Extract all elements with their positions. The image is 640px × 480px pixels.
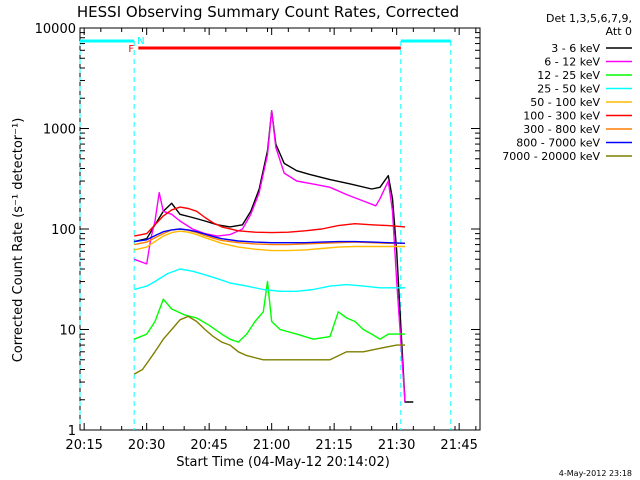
legend-label-3-6-kev: 3 - 6 keV bbox=[551, 42, 600, 55]
y-tick-label: 100 bbox=[51, 223, 76, 238]
legend-header-line: Det 1,3,5,6,7,9, bbox=[546, 12, 632, 25]
x-tick-label: 21:30 bbox=[378, 438, 415, 453]
legend-header-line: Att 0 bbox=[606, 25, 632, 38]
night-flag-label: N bbox=[137, 36, 144, 47]
x-tick-label: 20:30 bbox=[128, 438, 165, 453]
legend-label-6-12-kev: 6 - 12 keV bbox=[544, 56, 600, 69]
legend-label-800-7000-kev: 800 - 7000 keV bbox=[516, 137, 600, 150]
x-tick-label: 21:15 bbox=[315, 438, 352, 453]
legend-label-25-50-kev: 25 - 50 keV bbox=[537, 83, 600, 96]
series-line-800-7000-kev bbox=[134, 228, 406, 244]
flag-layer: NF bbox=[79, 36, 452, 430]
x-tick-label: 21:45 bbox=[440, 438, 477, 453]
y-tick-label: 1 bbox=[68, 424, 76, 439]
y-axis-label: Corrected Count Rate (s⁻¹ detector⁻¹) bbox=[11, 118, 26, 363]
series-line-100-300-kev bbox=[134, 206, 406, 237]
series-line-50-100-kev bbox=[134, 230, 405, 252]
chart-title: HESSI Observing Summary Count Rates, Cor… bbox=[77, 3, 459, 21]
y-tick-label: 10000 bbox=[35, 22, 76, 37]
legend-label-12-25-kev: 12 - 25 keV bbox=[537, 69, 600, 82]
x-axis-label: Start Time (04-May-12 20:14:02) bbox=[176, 455, 390, 470]
plot-area bbox=[79, 27, 481, 431]
axis-ticks: 20:15 20:30 20:45 21:00 21:15 21:30 21:45 1 10 10… bbox=[35, 22, 480, 453]
y-tick-label: 10 bbox=[59, 324, 76, 339]
series-line-3-6-kev bbox=[134, 110, 414, 403]
flare-flag-label: F bbox=[128, 44, 134, 55]
series-line-12-25-kev bbox=[133, 280, 405, 343]
series-line-300-800-kev bbox=[134, 228, 405, 246]
series-line-25-50-kev bbox=[134, 268, 405, 292]
plot-timestamp: 4-May-2012 23:18 bbox=[559, 469, 632, 478]
legend-label-7000-20000-kev: 7000 - 20000 keV bbox=[502, 150, 600, 163]
x-tick-label: 21:00 bbox=[253, 438, 290, 453]
legend-label-50-100-kev: 50 - 100 keV bbox=[530, 96, 600, 109]
x-tick-label: 20:45 bbox=[190, 438, 227, 453]
legend-label-100-300-kev: 100 - 300 keV bbox=[523, 110, 600, 123]
series-line-7000-20000-kev bbox=[133, 315, 405, 375]
series-layer bbox=[133, 110, 414, 403]
x-tick-label: 20:15 bbox=[65, 438, 102, 453]
y-tick-label: 1000 bbox=[43, 123, 76, 138]
legend-label-300-800-kev: 300 - 800 keV bbox=[523, 123, 600, 136]
series-line-6-12-kev bbox=[133, 110, 406, 403]
